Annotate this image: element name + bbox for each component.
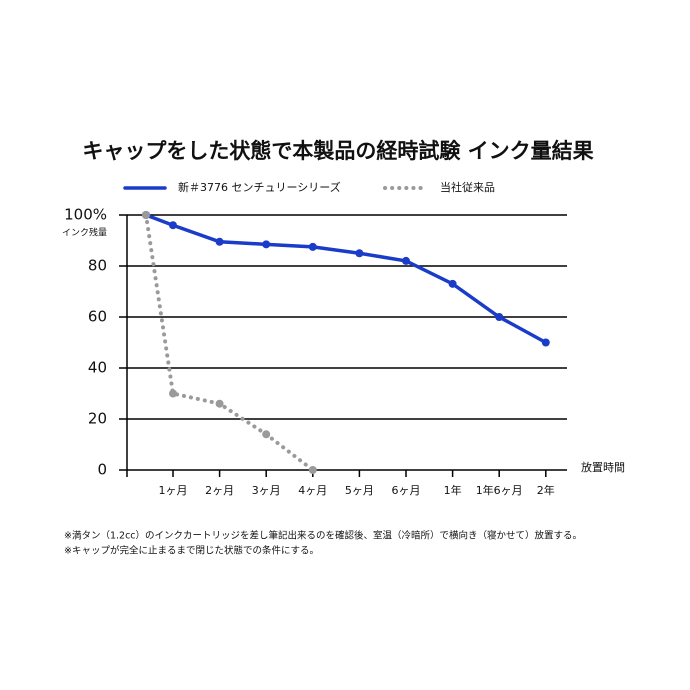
data-point — [541, 338, 550, 347]
x-tick-label: 2ヶ月 — [205, 484, 234, 497]
note: ※キャップが完全に止まるまで閉じた状態での条件にする。 — [64, 545, 319, 557]
data-point — [262, 430, 271, 439]
data-point — [215, 237, 224, 246]
y-tick-label: 20 — [88, 410, 107, 428]
chart-title: キャップをした状態で本製品の経時試験 インク量結果 — [82, 139, 593, 163]
x-axis-label: 放置時間 — [581, 460, 625, 474]
x-tick-label: 5ヶ月 — [345, 484, 374, 497]
data-point — [355, 249, 364, 258]
data-point — [169, 389, 177, 398]
y-tick-label: 60 — [88, 308, 107, 326]
data-point — [169, 221, 177, 230]
x-tick-label: 4ヶ月 — [298, 484, 327, 497]
data-point — [142, 211, 150, 219]
data-point — [448, 279, 457, 288]
x-tick-label: 2年 — [537, 483, 555, 497]
y-tick-label: 80 — [88, 257, 107, 275]
data-point — [308, 466, 317, 474]
x-tick-label: 3ヶ月 — [252, 484, 281, 497]
y-axis-label: インク残量 — [62, 227, 107, 239]
y-tick-label: 0 — [97, 461, 107, 479]
data-point — [262, 240, 271, 249]
data-point — [402, 256, 410, 265]
y-tick-label: 40 — [88, 359, 107, 377]
x-tick-label: 1年6ヶ月 — [476, 483, 523, 497]
series-line — [144, 213, 315, 472]
series-line — [144, 213, 548, 345]
x-tick-label: 1ヶ月 — [159, 484, 188, 497]
x-tick-label: 1年 — [444, 483, 462, 497]
y-tick-label: 100% — [64, 206, 107, 224]
data-point — [308, 242, 317, 251]
x-tick-label: 6ヶ月 — [392, 484, 421, 497]
legend-label: 新＃3776 センチュリーシリーズ — [178, 180, 341, 194]
data-point — [495, 313, 504, 321]
legend-label: 当社従来品 — [440, 180, 495, 194]
data-point — [215, 399, 224, 408]
note: ※満タン（1.2cc）のインクカートリッジを差し筆記出来るのを確認後、室温（冷暗… — [64, 530, 582, 542]
